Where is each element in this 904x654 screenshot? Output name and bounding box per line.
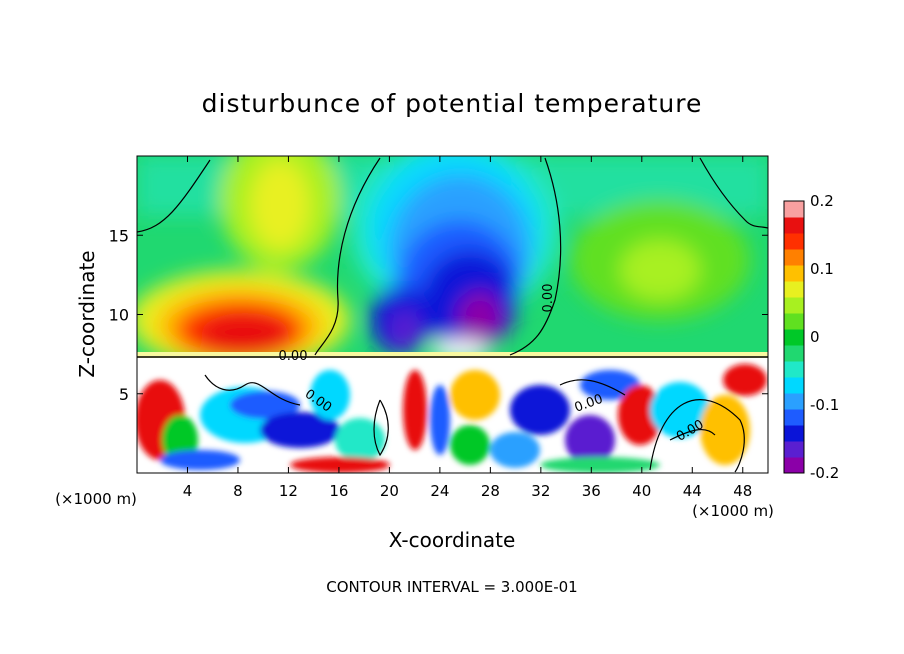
colorbar-swatch: [784, 425, 804, 442]
colorbar-tick-label: 0.1: [810, 260, 834, 278]
contour-labels: 0.000.000.00 0.000.00: [279, 284, 707, 445]
colorbar-tick-label: -0.1: [810, 396, 839, 414]
y-tick-label: 5: [119, 385, 129, 404]
colorbar-swatch: [784, 297, 804, 314]
colorbar-swatch: [784, 345, 804, 362]
x-unit-left: (×1000 m): [55, 490, 137, 508]
colorbar: 0.2 0.1 0 -0.1 -0.2: [783, 192, 839, 482]
colorbar-swatch: [784, 265, 804, 282]
contour-label: 0.00: [279, 349, 308, 364]
x-tick-label: 24: [430, 482, 449, 500]
x-tick-label: 48: [733, 482, 752, 500]
x-tick-label: 4: [183, 482, 193, 500]
colorbar-swatch: [784, 329, 804, 346]
colorbar-swatch: [784, 393, 804, 410]
contour-line: [649, 399, 745, 473]
contour-line: [559, 379, 626, 396]
contour-line: [699, 157, 768, 229]
colorbar-swatch: [784, 409, 804, 426]
colorbar-swatch: [784, 217, 804, 234]
contour-label: 0.00: [541, 284, 556, 313]
colorbar-swatch: [784, 313, 804, 330]
colorbar-swatch: [784, 249, 804, 266]
contour-line: [137, 159, 211, 233]
colorbar-swatch: [784, 457, 804, 474]
y-tick-label: 10: [109, 306, 129, 325]
colorbar-swatch: [784, 281, 804, 298]
contour-line: [373, 399, 389, 457]
x-tick-label: 36: [582, 482, 601, 500]
boundary-band: [137, 352, 768, 358]
contour-interval: CONTOUR INTERVAL = 3.000E-01: [326, 578, 577, 596]
colorbar-swatch: [784, 233, 804, 250]
upper-field: [137, 156, 768, 370]
contour-line: [509, 157, 562, 356]
colorbar-tick-label: 0.2: [810, 192, 834, 210]
x-tick-label: 28: [481, 482, 500, 500]
x-tick-label: 16: [329, 482, 348, 500]
x-tick-label: 20: [380, 482, 399, 500]
x-tick-label: 44: [683, 482, 702, 500]
colorbar-swatch: [784, 361, 804, 378]
contour-line: [204, 374, 301, 406]
colorbar-tick-label: -0.2: [810, 464, 839, 482]
y-tick-label: 15: [109, 226, 129, 245]
x-tick-label: 12: [279, 482, 298, 500]
colorbar-swatch: [784, 201, 804, 218]
y-axis-label: Z-coordinate: [75, 250, 99, 377]
contour-line: [314, 157, 381, 356]
x-axis-label: X-coordinate: [389, 528, 516, 552]
x-tick-label: 40: [632, 482, 651, 500]
colorbar-tick-label: 0: [810, 328, 820, 346]
colorbar-frame: [783, 200, 805, 474]
contour-line: [669, 428, 716, 441]
x-unit-right: (×1000 m): [692, 502, 774, 520]
chart-title: disturbunce of potential temperature: [202, 89, 703, 118]
contour-lines: [137, 157, 768, 473]
y-axis: 5 10 15: [109, 226, 768, 404]
x-tick-label: 32: [531, 482, 550, 500]
x-tick-label: 8: [233, 482, 243, 500]
colorbar-swatch: [784, 441, 804, 458]
colorbar-swatch: [784, 377, 804, 394]
x-axis: 4 8 12 16 20 24 28 32 36 40 44 48: [183, 156, 752, 500]
plot-area: 0.000.000.00 0.000.00: [137, 156, 768, 473]
lower-field: [137, 357, 768, 473]
